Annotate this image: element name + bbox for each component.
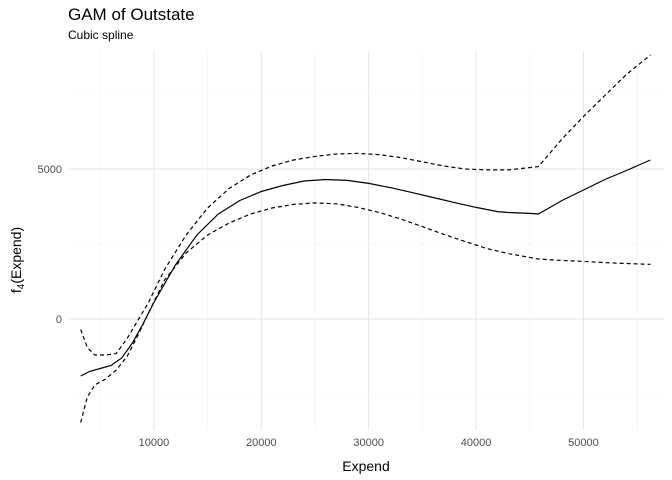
x-tick-label: 20000	[246, 437, 277, 449]
y-tick-label: 0	[56, 314, 62, 326]
minor-grid	[68, 52, 664, 430]
chart-title: GAM of Outstate	[68, 5, 195, 24]
fit-line	[80, 159, 651, 377]
x-tick-label: 10000	[139, 437, 170, 449]
series-layer	[80, 54, 651, 423]
x-axis-title: Expend	[342, 458, 389, 474]
y-axis-title-subscript: 4	[16, 283, 27, 289]
x-tick-label: 30000	[353, 437, 384, 449]
y-axis-title-rest: (Expend)	[8, 227, 24, 284]
upper-ci-line	[80, 54, 651, 356]
lower-ci-line	[80, 202, 651, 423]
y-tick-label: 5000	[38, 164, 62, 176]
chart-subtitle: Cubic spline	[68, 28, 134, 42]
x-tick-label: 50000	[568, 437, 599, 449]
y-axis-title: f4(Expend)	[8, 227, 27, 293]
x-tick-labels: 10000 20000 30000 40000 50000	[139, 437, 599, 449]
x-tick-label: 40000	[461, 437, 492, 449]
y-tick-labels: 0 5000	[38, 164, 62, 326]
y-axis-title-main: f	[8, 289, 24, 293]
major-grid	[68, 52, 664, 430]
